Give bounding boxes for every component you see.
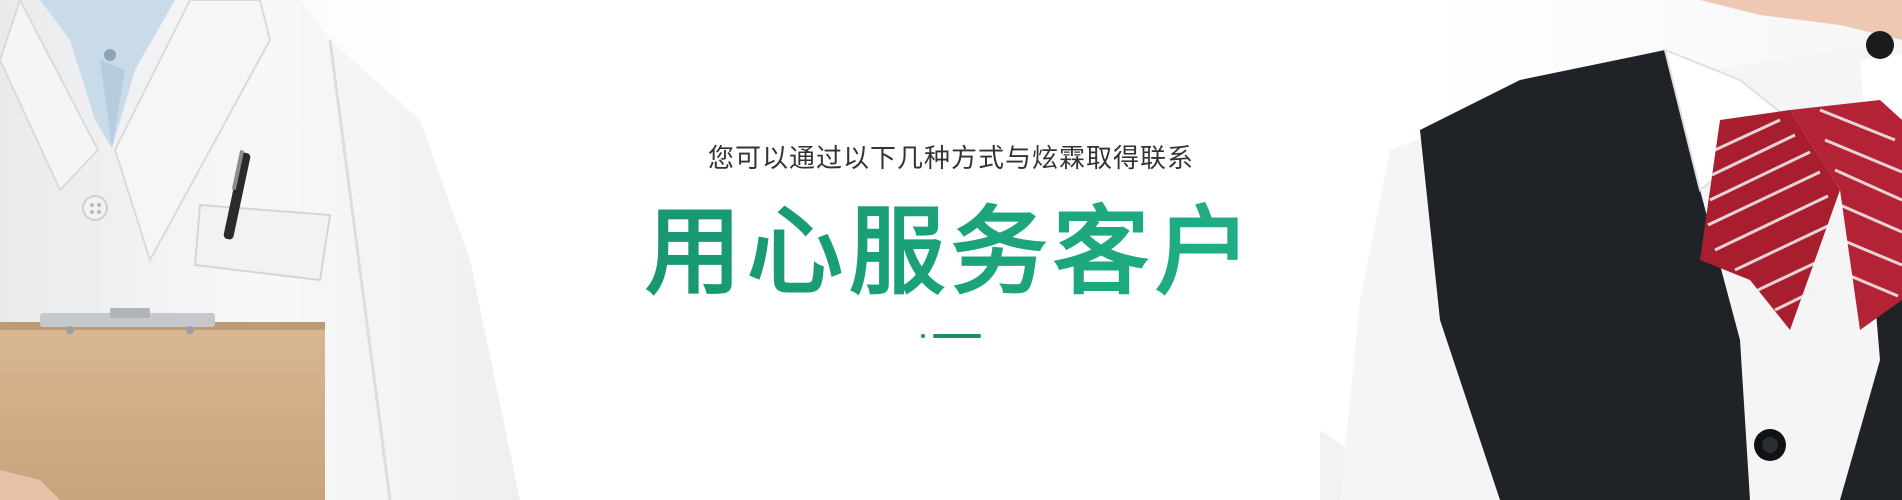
headline-divider [921,334,981,338]
banner-headline: 用心服务客户 [0,200,1902,304]
doctor-photo [0,0,520,500]
divider-line [933,334,981,338]
striped-bow [1700,100,1902,330]
divider-dot [921,334,925,338]
banner-subtitle: 您可以通过以下几种方式与炫霖取得联系 [707,144,1194,174]
service-agent-photo [1320,0,1902,500]
